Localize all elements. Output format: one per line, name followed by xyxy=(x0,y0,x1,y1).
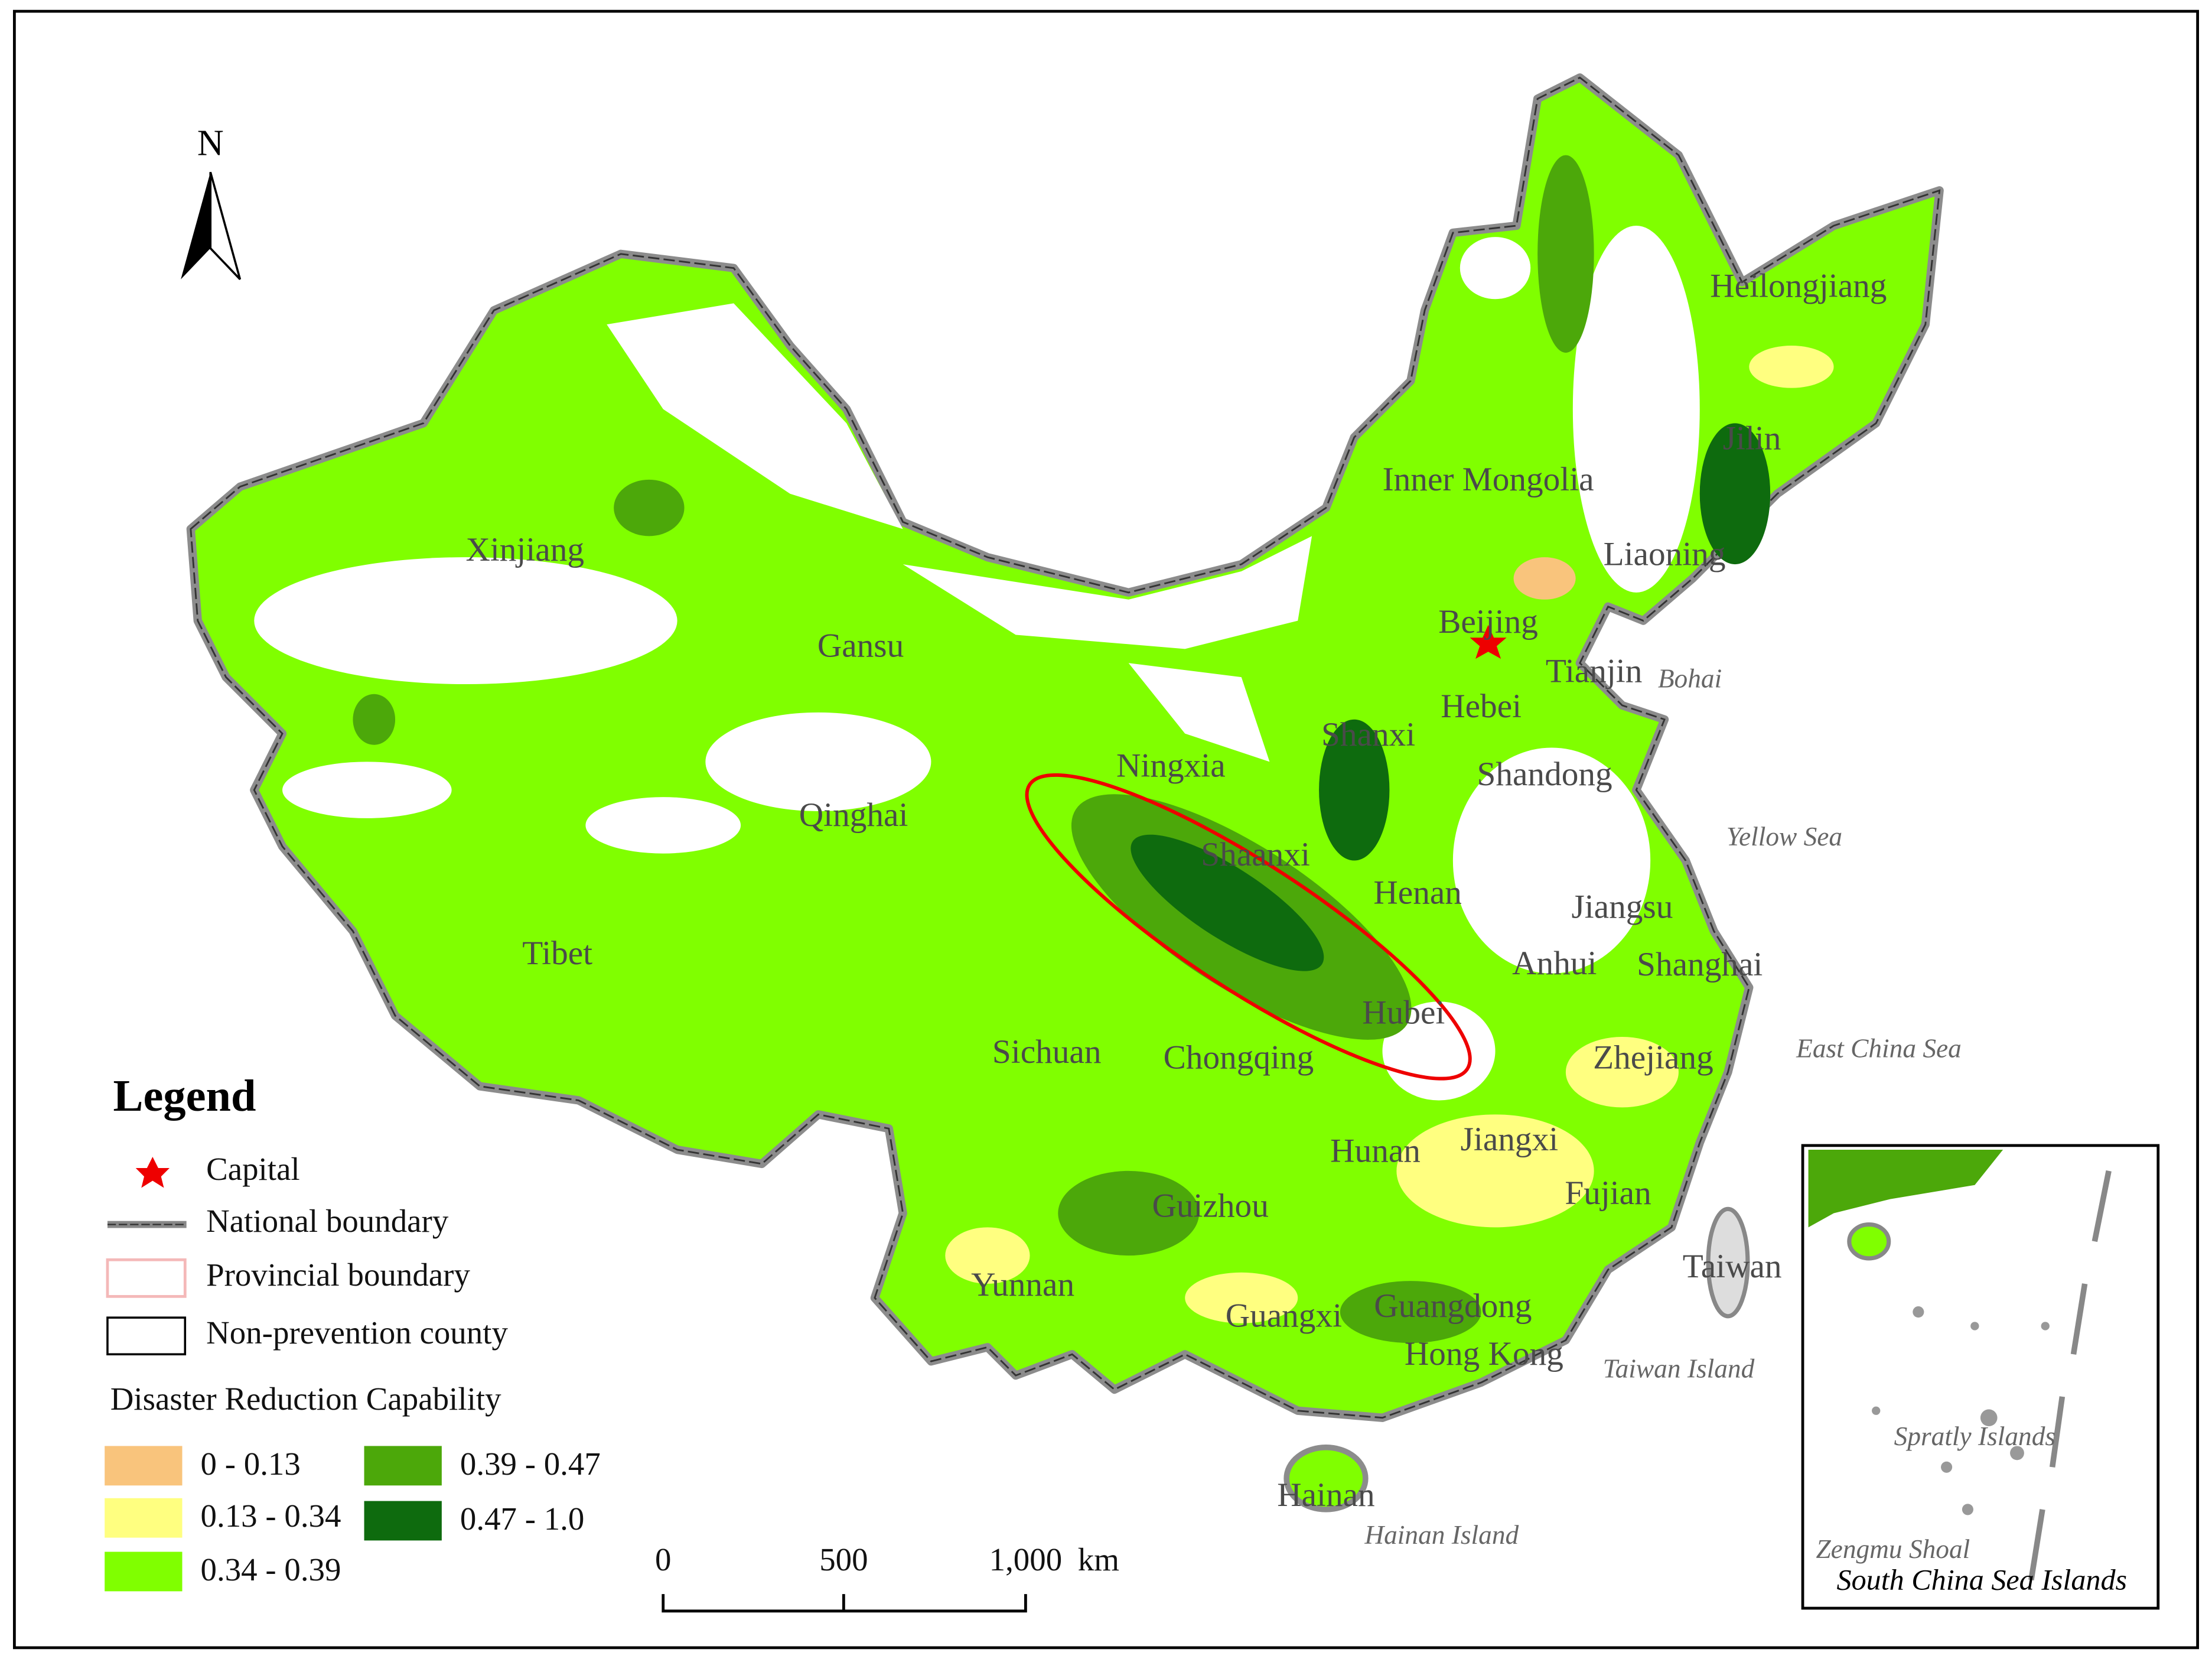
inset-label: Spratly Islands xyxy=(1894,1421,2055,1451)
province-label: Yunnan xyxy=(971,1266,1074,1303)
legend-title: Legend xyxy=(113,1071,256,1121)
capability-patches xyxy=(353,155,1834,1344)
nine-dash-line xyxy=(2028,1170,2112,1581)
province-label: Gansu xyxy=(817,627,904,665)
legend-class-label: 0.13 - 0.34 xyxy=(201,1498,341,1534)
province-label: Fujian xyxy=(1565,1175,1651,1212)
province-label: Hong Kong xyxy=(1405,1335,1563,1372)
province-label: Qinghai xyxy=(799,796,908,834)
province-label: Hubei xyxy=(1362,994,1445,1031)
scale-label: 1,000 xyxy=(989,1541,1063,1577)
legend-class-label: 0 - 0.13 xyxy=(201,1446,301,1482)
province-label: Jiangsu xyxy=(1571,888,1673,925)
legend-star xyxy=(135,1156,170,1188)
highlight-ellipse xyxy=(1025,773,1472,1081)
legend-class-label: 0.34 - 0.39 xyxy=(201,1551,341,1588)
province-label: Ningxia xyxy=(1116,747,1226,784)
land xyxy=(186,73,1944,1512)
inset-label: Zengmu Shoal xyxy=(1816,1534,1970,1564)
legend-class-label: 0.39 - 0.47 xyxy=(460,1446,601,1482)
province-label: Hunan xyxy=(1330,1132,1421,1169)
sea-label: Hainan Island xyxy=(1364,1520,1519,1550)
legend-non-prevention xyxy=(106,1316,187,1356)
compass-label: N xyxy=(197,123,224,164)
province-label: Anhui xyxy=(1512,945,1597,982)
national-boundary-dash xyxy=(190,76,1941,1419)
sea-label: Taiwan Island xyxy=(1603,1354,1755,1383)
province-label: Inner Mongolia xyxy=(1383,461,1594,498)
capital-star xyxy=(1470,624,1507,659)
taiwan-island xyxy=(1706,1206,1750,1319)
province-label: Hainan xyxy=(1277,1476,1374,1514)
province-label: Guangdong xyxy=(1374,1287,1532,1325)
province-label: Hebei xyxy=(1441,688,1522,725)
legend-item: Provincial boundary xyxy=(206,1257,470,1293)
province-label: Taiwan xyxy=(1683,1248,1782,1285)
sea-label: Bohai xyxy=(1658,664,1722,694)
province-label: Beijing xyxy=(1438,603,1538,640)
legend-swatch xyxy=(364,1446,442,1486)
province-label: Zhejiang xyxy=(1593,1039,1713,1076)
province-label: Jiangxi xyxy=(1461,1121,1559,1158)
inset-title: South China Sea Islands xyxy=(1837,1563,2128,1596)
non-prevention-areas xyxy=(254,226,1700,1101)
province-label: Jilin xyxy=(1723,420,1781,457)
legend-provincial xyxy=(106,1258,187,1298)
legend-item: Non-prevention county xyxy=(206,1315,508,1351)
scale-unit: km xyxy=(1078,1541,1119,1577)
province-label: Shaanxi xyxy=(1201,836,1310,873)
inset-land xyxy=(1808,1150,2003,1228)
province-label: Sichuan xyxy=(992,1033,1102,1071)
province-label: Guangxi xyxy=(1226,1297,1342,1335)
legend-swatch xyxy=(105,1551,183,1592)
province-label: Xinjiang xyxy=(465,531,584,568)
scale-label: 0 xyxy=(655,1541,671,1577)
sea-label: East China Sea xyxy=(1796,1033,1962,1063)
inset-islands xyxy=(1872,1306,2050,1515)
sea-label: Yellow Sea xyxy=(1726,822,1842,851)
province-label: Shanxi xyxy=(1321,716,1415,753)
inset-hainan xyxy=(1847,1222,1891,1261)
province-label: Shanghai xyxy=(1637,946,1763,983)
legend-swatch xyxy=(105,1446,183,1486)
legend-item: Capital xyxy=(206,1151,300,1187)
province-label: Shandong xyxy=(1477,756,1612,793)
compass-arrow xyxy=(181,172,211,279)
legend-class-label: 0.47 - 1.0 xyxy=(460,1501,584,1537)
province-label: Heilongjiang xyxy=(1710,268,1887,305)
province-label: Tibet xyxy=(522,935,592,972)
legend-swatch xyxy=(364,1501,442,1541)
province-label: Chongqing xyxy=(1164,1039,1314,1076)
legend-swatch xyxy=(105,1498,183,1538)
province-label: Guizhou xyxy=(1152,1187,1269,1224)
scale-bar xyxy=(662,1594,1027,1613)
province-label: Henan xyxy=(1373,874,1462,911)
legend-item: National boundary xyxy=(206,1203,449,1239)
legend-scale-title: Disaster Reduction Capability xyxy=(110,1381,501,1417)
scale-label: 500 xyxy=(819,1541,868,1577)
hainan-island xyxy=(1283,1445,1369,1512)
compass-arrow xyxy=(209,171,242,281)
province-label: Liaoning xyxy=(1604,535,1726,572)
province-label: Tianjin xyxy=(1546,653,1642,690)
